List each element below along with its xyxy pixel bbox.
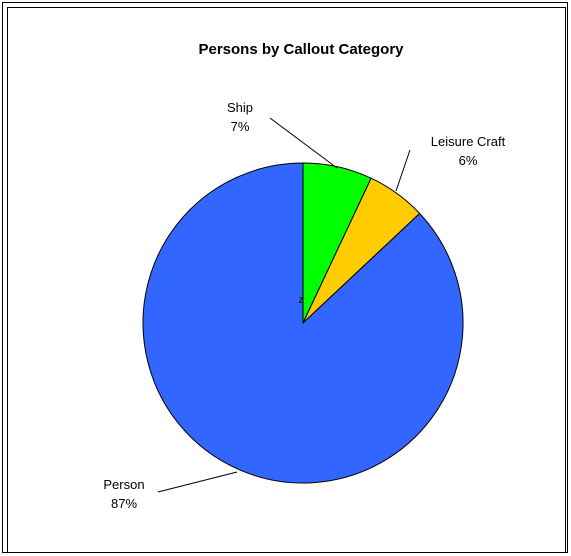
slice-percent-person: 87% — [111, 496, 137, 511]
center-marker: z — [299, 295, 304, 306]
leader-line-person — [157, 471, 238, 493]
slice-percent-ship: 7% — [231, 119, 250, 134]
pie-slice-person — [142, 162, 464, 484]
slice-label-ship: Ship — [227, 100, 253, 115]
leader-line-leisure-craft — [395, 149, 411, 192]
slice-labels: Ship 7% Leisure Craft 6% Person 87% — [103, 100, 505, 511]
slice-label-leisure-craft: Leisure Craft — [431, 134, 506, 149]
leader-lines — [157, 117, 411, 493]
chart-title: Persons by Callout Category — [198, 41, 404, 58]
leader-line-ship — [269, 117, 338, 169]
slice-percent-leisure-craft: 6% — [459, 153, 478, 168]
pie-slices — [142, 162, 464, 484]
slice-label-person: Person — [103, 477, 144, 492]
